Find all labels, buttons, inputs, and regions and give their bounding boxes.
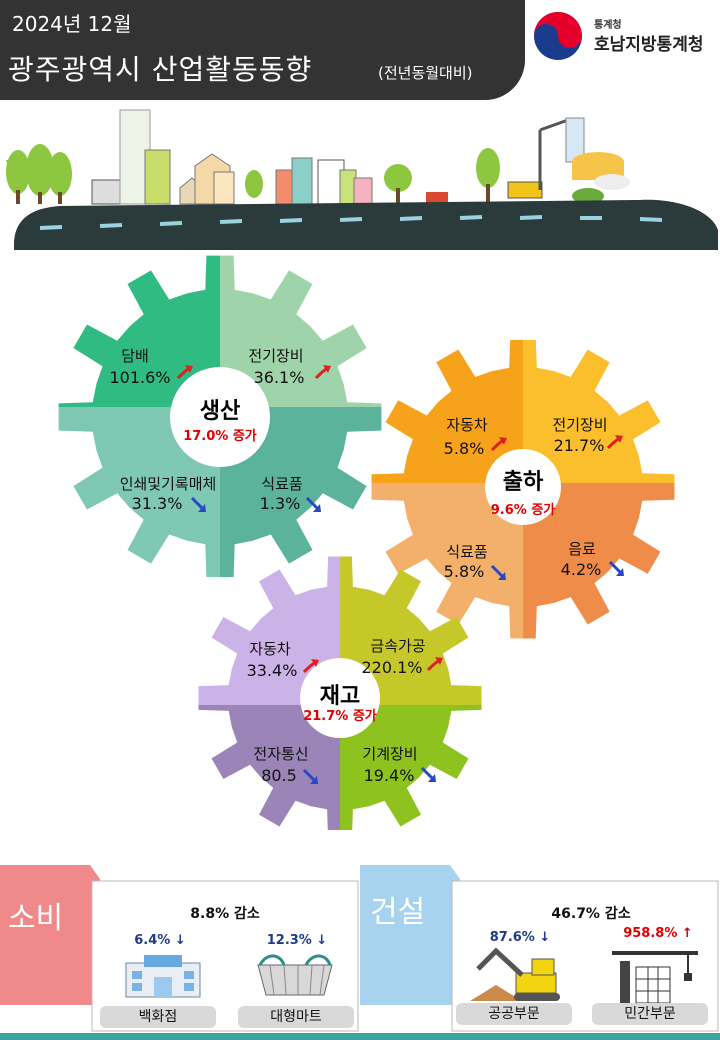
inventory-item-label: 기계장비 bbox=[362, 745, 418, 763]
trend-up-arrow-icon bbox=[606, 433, 625, 450]
production-item-label: 인쇄및기록매체 bbox=[119, 475, 217, 493]
production-title: 생산 bbox=[199, 399, 241, 424]
shipment-item-value: 4.2% bbox=[560, 560, 602, 579]
construction-summary: 46.7% 감소 bbox=[551, 906, 631, 922]
shipment-item-label: 식료품 bbox=[446, 543, 488, 561]
production-summary: 17.0% 증가 bbox=[183, 429, 257, 444]
shipment-item-label: 전기장비 bbox=[552, 416, 608, 434]
construction-item-label: 민간부문 bbox=[592, 1003, 708, 1025]
consumption-item-value: 12.3% ↓ bbox=[266, 933, 328, 948]
trend-down-arrow-icon bbox=[490, 564, 508, 582]
page-title: 광주광역시 산업활동동향 bbox=[8, 53, 313, 86]
inventory-center bbox=[300, 658, 380, 738]
inventory-item-label: 자동차 bbox=[249, 640, 291, 658]
header-banner bbox=[0, 0, 525, 100]
trend-down-arrow-icon bbox=[190, 496, 208, 514]
consumption-summary: 8.8% 감소 bbox=[190, 906, 260, 922]
shipment-summary: 9.6% 증가 bbox=[490, 503, 556, 518]
consumption-item-label: 백화점 bbox=[100, 1006, 216, 1028]
production-item-label: 담배 bbox=[121, 347, 149, 365]
trend-down-arrow-icon bbox=[608, 560, 626, 578]
trend-down-arrow-icon bbox=[305, 496, 323, 514]
shipment-item-label: 자동차 bbox=[446, 416, 488, 434]
shipment-item-value: 5.8% bbox=[443, 562, 485, 581]
trend-up-arrow-icon bbox=[314, 363, 333, 380]
shipment-title: 출하 bbox=[502, 470, 544, 495]
inventory-item-label: 전자통신 bbox=[253, 745, 309, 763]
shipment-item-value: 5.8% bbox=[443, 439, 485, 458]
department-store-icon bbox=[125, 955, 201, 998]
taegeuk-logo-icon bbox=[534, 12, 582, 60]
consumption-label: 소비 bbox=[8, 901, 64, 936]
excavator-icon bbox=[470, 947, 560, 1001]
construction-item-value: 958.8% ↑ bbox=[623, 926, 693, 941]
inventory-item-value: 220.1% bbox=[361, 658, 423, 677]
logo-org-main: 호남지방통계청 bbox=[594, 35, 704, 55]
construction-label: 건설 bbox=[370, 895, 426, 930]
consumption-item-value: 6.4% ↓ bbox=[134, 933, 186, 948]
page-subtitle: (전년동월대비) bbox=[378, 64, 473, 82]
trend-up-arrow-icon bbox=[490, 435, 509, 452]
inventory-summary: 21.7% 증가 bbox=[303, 709, 377, 724]
logo-org-small: 통계청 bbox=[594, 20, 622, 31]
shipment-item-value: 21.7% bbox=[553, 436, 605, 455]
inventory-item-label: 금속가공 bbox=[370, 637, 426, 655]
production-item-value: 36.1% bbox=[253, 368, 305, 387]
trend-arrows bbox=[176, 363, 626, 786]
inventory-item-value: 19.4% bbox=[363, 766, 415, 785]
production-item-value: 1.3% bbox=[259, 494, 301, 513]
inventory-title: 재고 bbox=[319, 684, 361, 709]
construction-item-value: 87.6% ↓ bbox=[489, 930, 551, 945]
trend-down-arrow-icon bbox=[420, 766, 438, 784]
shipment-center bbox=[485, 449, 561, 525]
crane-building-icon bbox=[612, 951, 698, 1003]
construction-item-label: 공공부문 bbox=[456, 1003, 572, 1025]
production-item-label: 식료품 bbox=[261, 475, 303, 493]
trend-down-arrow-icon bbox=[302, 768, 320, 786]
production-item-label: 전기장비 bbox=[248, 347, 304, 365]
trend-up-arrow-icon bbox=[302, 657, 321, 674]
trend-up-arrow-icon bbox=[176, 363, 195, 380]
report-date: 2024년 12월 bbox=[12, 12, 132, 36]
shipment-item-label: 음료 bbox=[568, 540, 596, 558]
inventory-item-value: 80.5 bbox=[261, 766, 297, 785]
production-item-value: 31.3% bbox=[131, 494, 183, 513]
production-center bbox=[170, 367, 270, 467]
consumption-item-label: 대형마트 bbox=[238, 1006, 354, 1028]
city-skyline-icon bbox=[6, 109, 718, 250]
production-item-value: 101.6% bbox=[109, 368, 171, 387]
shopping-basket-icon bbox=[257, 954, 333, 996]
trend-up-arrow-icon bbox=[426, 655, 445, 672]
inventory-item-value: 33.4% bbox=[246, 661, 298, 680]
gears-diagram bbox=[58, 255, 675, 830]
